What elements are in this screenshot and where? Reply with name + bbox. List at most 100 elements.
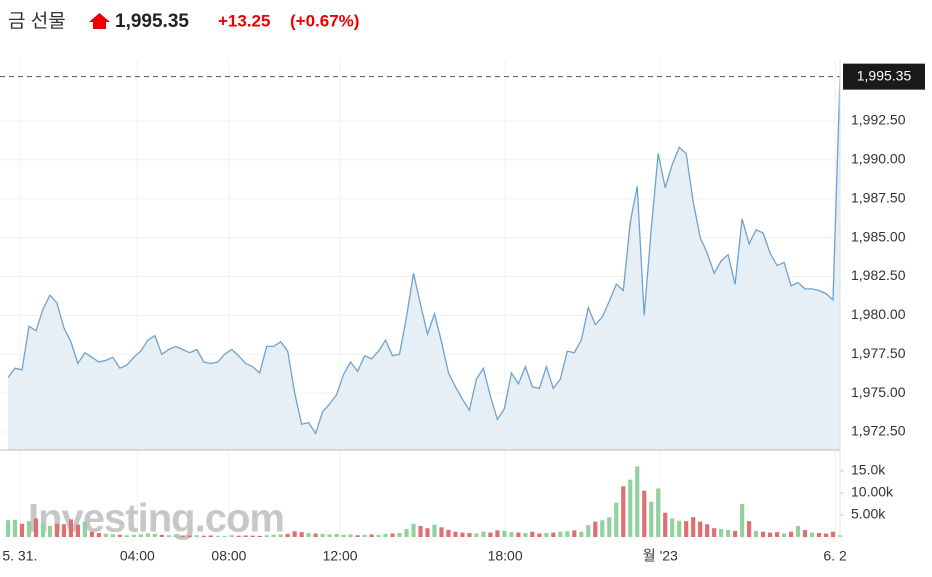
volume-bar bbox=[558, 531, 563, 537]
volume-bar bbox=[96, 533, 101, 537]
plot-layer: 5. 31. 04:00 08:00 12:00 18:00 월 '23 6. 2 1,972… bbox=[0, 60, 925, 564]
x-tick-label: 04:00 bbox=[120, 548, 155, 564]
volume-bar bbox=[369, 534, 374, 537]
volume-bar bbox=[684, 521, 689, 537]
volume-bar bbox=[593, 521, 598, 537]
change-percent: (+0.67%) bbox=[290, 11, 359, 30]
volume-bar bbox=[180, 535, 185, 537]
volume-bar bbox=[551, 532, 556, 537]
up-arrow bbox=[89, 13, 110, 29]
volume-bar bbox=[173, 535, 178, 537]
volume-bar bbox=[89, 531, 94, 537]
volume-bar bbox=[411, 523, 416, 537]
volume-bar bbox=[565, 531, 570, 537]
volume-bar bbox=[502, 530, 507, 537]
volume-bar bbox=[816, 533, 822, 537]
x-tick-label: 월 '23 bbox=[643, 548, 678, 564]
volume-bar bbox=[26, 521, 32, 537]
volume-bar bbox=[747, 521, 752, 537]
y-tick-label: 1,972.50 bbox=[851, 423, 906, 439]
volume-bar bbox=[418, 525, 423, 537]
x-tick-label: 6. 2 bbox=[823, 548, 847, 564]
volume-bar bbox=[5, 520, 11, 537]
volume-bar bbox=[453, 531, 458, 537]
volume-bar bbox=[754, 530, 759, 537]
volume-bar bbox=[670, 518, 675, 537]
volume-bar bbox=[439, 527, 444, 537]
y-tick-label: 1,977.50 bbox=[851, 345, 906, 361]
volume-bar bbox=[544, 533, 549, 537]
volume-bar bbox=[327, 534, 332, 537]
volume-bar bbox=[774, 532, 780, 537]
volume-bar bbox=[12, 519, 18, 537]
volume-bar bbox=[362, 534, 367, 537]
volume-bar bbox=[292, 531, 297, 537]
volume-bar bbox=[138, 534, 143, 537]
volume-bar bbox=[530, 531, 535, 537]
volume-bar bbox=[432, 524, 437, 537]
volume-bar bbox=[299, 532, 304, 537]
x-tick-label: 12:00 bbox=[323, 548, 358, 564]
volume-bar bbox=[740, 503, 745, 537]
volume-bar bbox=[495, 530, 500, 537]
volume-bar bbox=[75, 524, 81, 537]
volume-bar bbox=[250, 535, 255, 537]
volume-bar bbox=[236, 535, 241, 537]
volume-bar bbox=[460, 532, 465, 537]
y-tick-label: 1,992.50 bbox=[851, 112, 906, 128]
volume-bar bbox=[334, 533, 339, 537]
volume-bar bbox=[201, 535, 206, 537]
volume-bar bbox=[397, 533, 402, 537]
volume-bar bbox=[698, 521, 703, 537]
volume-bar bbox=[285, 533, 290, 537]
y-tick-label: 1,987.50 bbox=[851, 189, 906, 205]
volume-bar bbox=[117, 534, 122, 537]
y-tick-label: 1,975.00 bbox=[851, 384, 906, 400]
volume-bar bbox=[404, 529, 409, 537]
volume-bar bbox=[572, 530, 577, 537]
volume-bar bbox=[243, 535, 248, 537]
volume-bar bbox=[446, 529, 451, 537]
volume-bar bbox=[733, 530, 738, 537]
volume-bar bbox=[488, 532, 493, 537]
volume-bar bbox=[614, 502, 619, 537]
volume-bar bbox=[257, 535, 262, 537]
x-tick-label: 18:00 bbox=[488, 548, 523, 564]
last-price-label: 1,995.35 bbox=[857, 67, 912, 83]
volume-bar bbox=[110, 534, 115, 537]
volume-bar bbox=[208, 535, 213, 537]
volume-bar bbox=[677, 520, 682, 537]
volume-bar bbox=[516, 532, 521, 537]
volume-bar bbox=[809, 532, 815, 537]
volume-bar bbox=[425, 528, 430, 537]
volume-bar bbox=[229, 535, 234, 537]
volume-bar bbox=[726, 529, 731, 537]
y-tick-label: 1,985.00 bbox=[851, 228, 906, 244]
volume-bar bbox=[537, 533, 542, 537]
volume-bar bbox=[355, 535, 360, 537]
volume-bar bbox=[54, 523, 60, 537]
volume-bar bbox=[306, 533, 311, 537]
volume-bar bbox=[600, 520, 605, 537]
volume-bar bbox=[47, 525, 53, 537]
volume-bar bbox=[278, 534, 283, 537]
volume-bar bbox=[82, 521, 88, 537]
y-tick-label: 1,980.00 bbox=[851, 306, 906, 322]
price-area bbox=[8, 76, 840, 450]
volume-bar bbox=[474, 533, 479, 537]
volume-bar bbox=[649, 501, 654, 537]
volume-bar bbox=[166, 535, 171, 537]
volume-bar bbox=[607, 517, 612, 537]
volume-tick-label: 10.00k bbox=[851, 484, 894, 500]
volume-bar bbox=[691, 517, 696, 537]
volume-bar bbox=[68, 519, 74, 537]
volume-bar bbox=[663, 512, 668, 537]
volume-bar bbox=[628, 479, 633, 537]
volume-bar bbox=[222, 535, 227, 537]
volume-bar bbox=[767, 532, 773, 537]
volume-bar bbox=[61, 524, 67, 537]
volume-bar bbox=[467, 533, 472, 537]
volume-bar bbox=[215, 535, 220, 537]
volume-bar bbox=[705, 524, 710, 537]
